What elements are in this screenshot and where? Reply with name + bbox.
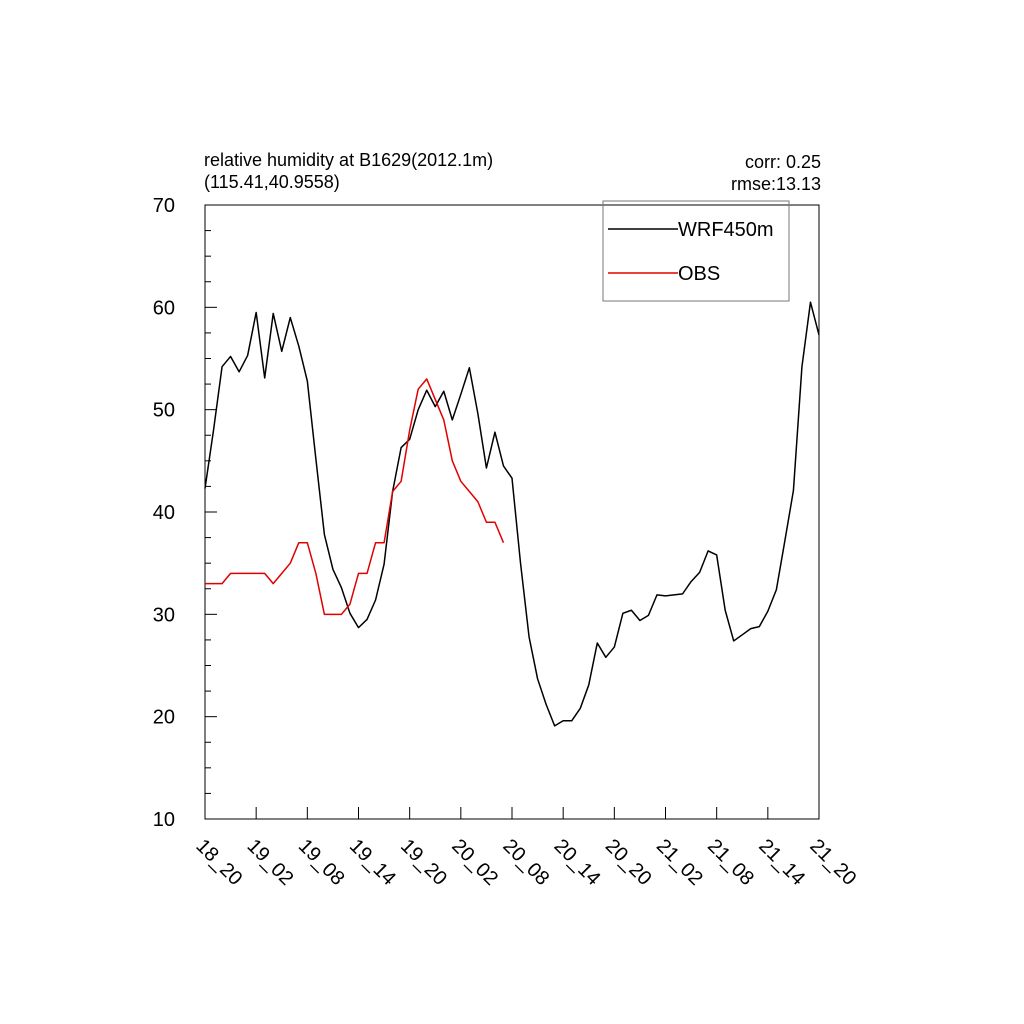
legend-label-obs: OBS (678, 263, 720, 285)
chart-title-line-2: (115.41,40.9558) (204, 172, 340, 192)
x-tick-label: 20_20 (601, 835, 656, 890)
y-tick-label: 60 (153, 297, 175, 319)
x-tick-label: 19_20 (396, 835, 451, 890)
series-line-obs (205, 378, 505, 616)
y-tick-label: 50 (153, 400, 175, 422)
x-tick-label: 21_20 (805, 835, 860, 890)
chart-title-line-1: relative humidity at B1629(2012.1m) (204, 150, 493, 170)
legend-box (602, 200, 790, 302)
series-line-wrf450m (204, 301, 820, 727)
x-tick-label: 21_08 (703, 835, 758, 890)
y-tick-label: 40 (153, 502, 175, 524)
y-tick-label: 70 (153, 195, 175, 217)
y-tick-label: 30 (153, 604, 175, 626)
legend-label-wrf450m: WRF450m (678, 219, 774, 241)
series-layer (204, 301, 820, 727)
x-tick-label: 18_20 (191, 835, 246, 890)
legend: WRF450m OBS (602, 200, 790, 302)
x-tick-label: 21_14 (754, 835, 809, 890)
x-tick-label: 19_02 (243, 835, 298, 890)
rmse-stat: rmse:13.13 (731, 174, 821, 194)
x-tick-label: 21_02 (652, 835, 707, 890)
y-axis: 10 20 30 40 50 60 70 (153, 195, 217, 831)
x-tick-label: 20_08 (498, 835, 553, 890)
x-tick-label: 19_14 (345, 835, 400, 890)
x-tick-label: 20_14 (550, 835, 605, 890)
plot-frame (204, 204, 820, 820)
y-tick-label: 20 (153, 707, 175, 729)
x-tick-label: 19_08 (294, 835, 349, 890)
x-tick-label: 20_02 (447, 835, 502, 890)
corr-stat: corr: 0.25 (745, 152, 821, 172)
y-tick-label: 10 (153, 809, 175, 831)
